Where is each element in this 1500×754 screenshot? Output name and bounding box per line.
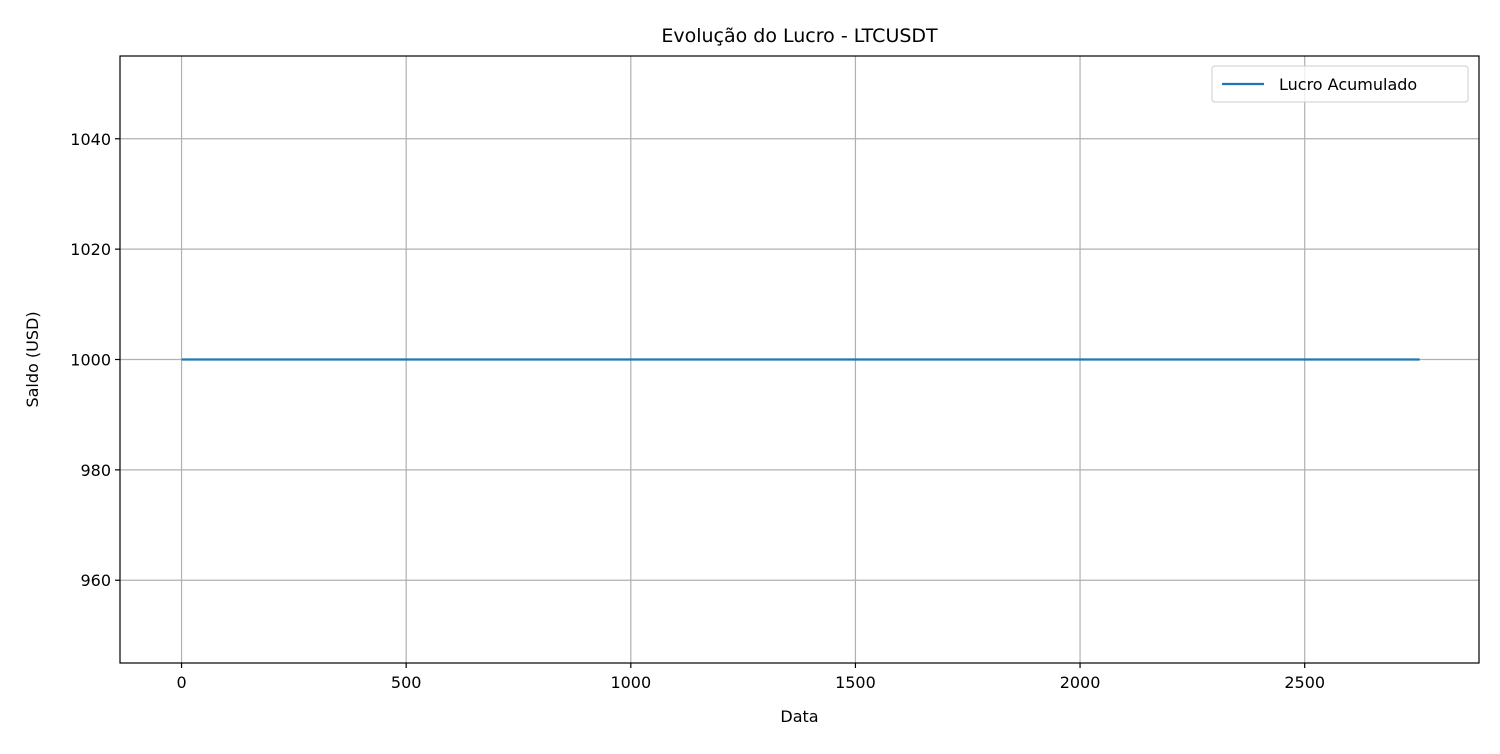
legend-label: Lucro Acumulado: [1279, 75, 1417, 94]
axis-ticks: 0 500 1000 1500 2000 2500 960 980 1000 1020 1040: [70, 130, 1325, 692]
y-tick-label: 1040: [70, 130, 111, 149]
x-tick-label: 1500: [835, 673, 876, 692]
y-axis-label: Saldo (USD): [23, 311, 42, 407]
x-tick-label: 0: [176, 673, 186, 692]
y-tick-label: 960: [80, 571, 111, 590]
x-tick-label: 500: [391, 673, 422, 692]
y-tick-label: 1020: [70, 240, 111, 259]
x-axis-label: Data: [780, 707, 818, 726]
legend: Lucro Acumulado: [1211, 65, 1469, 103]
legend-box: [1211, 65, 1469, 103]
chart-title: Evolução do Lucro - LTCUSDT: [661, 25, 938, 47]
y-tick-label: 980: [80, 461, 111, 480]
y-tick-label: 1000: [70, 351, 111, 370]
x-tick-label: 2000: [1060, 673, 1101, 692]
x-tick-label: 2500: [1284, 673, 1325, 692]
x-tick-label: 1000: [610, 673, 651, 692]
